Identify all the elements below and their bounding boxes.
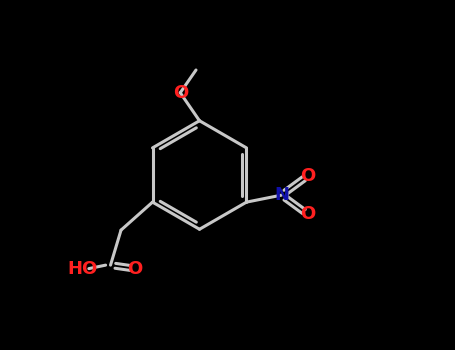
Text: O: O: [127, 260, 143, 278]
Text: O: O: [172, 84, 188, 102]
Text: HO: HO: [67, 260, 98, 278]
Text: O: O: [300, 205, 315, 223]
Text: O: O: [300, 167, 315, 185]
Text: N: N: [274, 186, 289, 204]
